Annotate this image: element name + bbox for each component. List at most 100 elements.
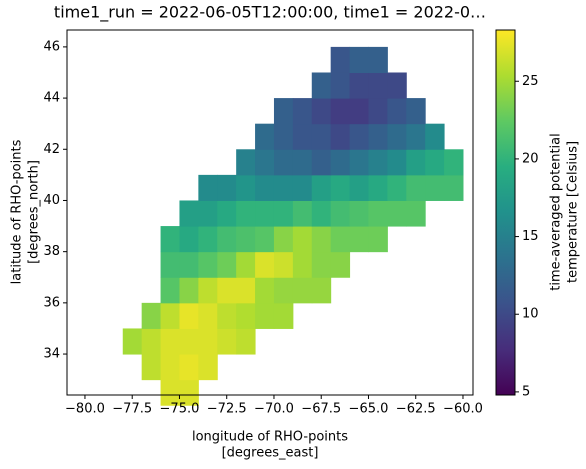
cell [425, 149, 445, 176]
cell [217, 302, 237, 329]
cell [217, 277, 237, 304]
cell [179, 226, 199, 253]
cell [330, 98, 351, 125]
cell [160, 277, 180, 304]
cell [273, 251, 294, 278]
cell [311, 149, 332, 176]
cell [255, 226, 275, 253]
cell [255, 302, 275, 329]
cell [255, 277, 275, 304]
cell [311, 226, 332, 253]
cell [406, 149, 426, 176]
colorbar [495, 29, 516, 396]
cell [425, 123, 445, 150]
cell [311, 277, 332, 304]
cell [330, 174, 351, 201]
x-tick-label: −80.0 [65, 402, 105, 417]
cell [387, 98, 407, 125]
cell [122, 328, 143, 355]
cell [179, 379, 199, 406]
cell [330, 149, 351, 176]
cell [273, 174, 294, 201]
cell [406, 200, 426, 227]
cell [330, 46, 351, 73]
cell [444, 149, 464, 176]
cell [292, 277, 313, 304]
colorbar-tick-label: 5 [522, 384, 530, 399]
cell [198, 302, 218, 329]
cell [349, 46, 369, 73]
cell [217, 226, 237, 253]
cell [236, 174, 256, 201]
cell [330, 226, 351, 253]
cell [311, 98, 332, 125]
cell [236, 251, 256, 278]
cell [160, 302, 180, 329]
x-tick-label: −67.5 [301, 402, 341, 417]
cell [198, 354, 218, 381]
cell [330, 251, 351, 278]
cell [387, 149, 407, 176]
x-tick-label: −60.0 [443, 402, 483, 417]
x-tick-label: −62.5 [396, 402, 436, 417]
x-tick-label: −70.0 [254, 402, 294, 417]
axes-frame [66, 29, 474, 396]
x-tick-label: −75.0 [160, 402, 200, 417]
cell [236, 200, 256, 227]
cell [292, 200, 313, 227]
cell [292, 226, 313, 253]
cell [311, 72, 332, 99]
cell [255, 123, 275, 150]
cell [349, 72, 369, 99]
cell [311, 123, 332, 150]
cell [217, 251, 237, 278]
x-axis-label: longitude of RHO-points [192, 430, 348, 445]
y-tick-label: 36 [43, 295, 60, 310]
cell [160, 226, 180, 253]
cell [217, 328, 237, 355]
cell [198, 277, 218, 304]
cell [255, 200, 275, 227]
cell [406, 123, 426, 150]
cell [273, 123, 294, 150]
cell [349, 98, 369, 125]
cell [273, 149, 294, 176]
cell [141, 302, 162, 329]
cell [141, 354, 162, 381]
cell [273, 277, 294, 304]
cell [179, 302, 199, 329]
cell [387, 123, 407, 150]
cell [387, 200, 407, 227]
x-tick-label: −65.0 [349, 402, 389, 417]
cell [160, 251, 180, 278]
cell [179, 354, 199, 381]
cell [236, 149, 256, 176]
colorbar-label: time-averaged potential [549, 133, 564, 291]
cell [141, 328, 162, 355]
cell [273, 98, 294, 125]
cell [236, 277, 256, 304]
cell [349, 200, 369, 227]
cell [406, 174, 426, 201]
cell [311, 251, 332, 278]
x-axis-label: [degrees_east] [222, 446, 319, 461]
cell [349, 123, 369, 150]
cell [198, 226, 218, 253]
cell [198, 328, 218, 355]
cell [273, 302, 294, 329]
cell [179, 328, 199, 355]
cell [255, 149, 275, 176]
cell [273, 226, 294, 253]
colorbar-tick-label: 20 [522, 151, 539, 166]
cell [349, 149, 369, 176]
cell [217, 200, 237, 227]
cell [349, 174, 369, 201]
cell [236, 328, 256, 355]
cell [406, 98, 426, 125]
cell [292, 123, 313, 150]
cell [368, 226, 388, 253]
cell [198, 200, 218, 227]
cell [311, 200, 332, 227]
cell [349, 226, 369, 253]
